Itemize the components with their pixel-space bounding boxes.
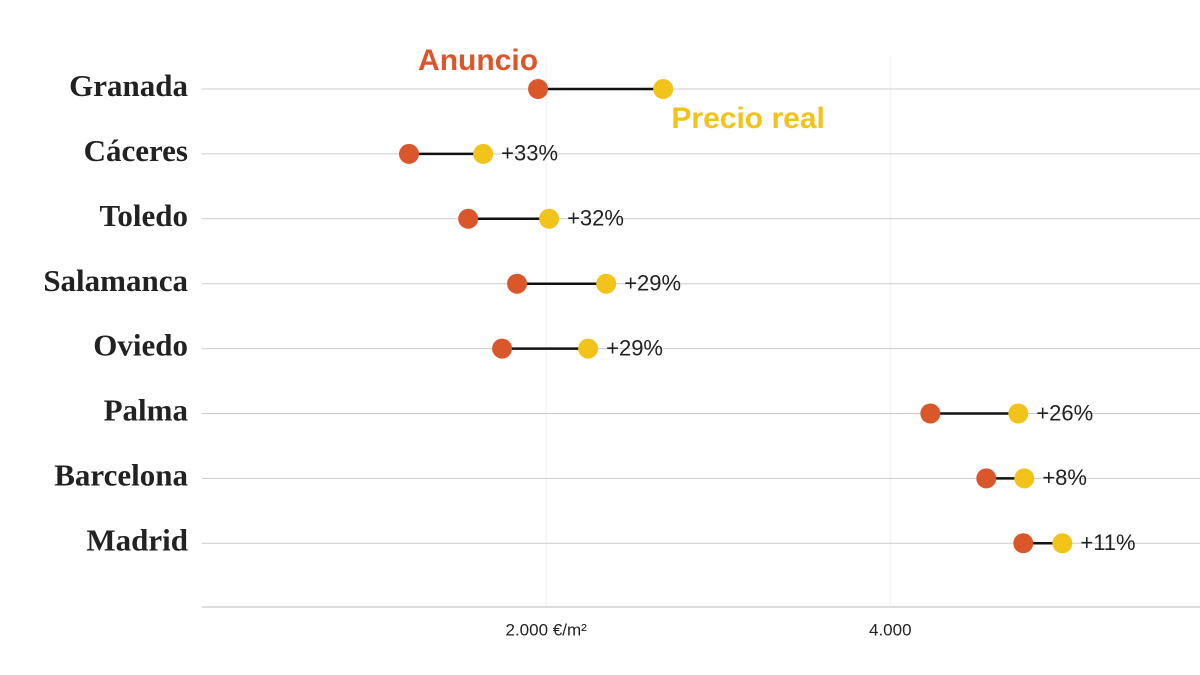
dot xyxy=(596,273,617,294)
category-label: Cáceres xyxy=(84,133,188,168)
change-label: +33% xyxy=(501,141,558,166)
change-label: +8% xyxy=(1042,465,1087,490)
change-label: +26% xyxy=(1036,400,1093,425)
dot xyxy=(473,143,494,164)
dot xyxy=(1008,403,1029,424)
change-label: +11% xyxy=(1080,530,1135,555)
dot xyxy=(539,208,560,229)
change-label: +32% xyxy=(567,206,624,231)
dot xyxy=(492,338,513,359)
x-tick-label: 4.000 xyxy=(869,620,912,639)
category-label: Barcelona xyxy=(54,458,188,493)
category-label: Palma xyxy=(104,393,189,428)
dot xyxy=(653,79,674,99)
category-label: Oviedo xyxy=(93,328,188,363)
dot xyxy=(528,79,549,99)
category-label: Salamanca xyxy=(43,263,188,298)
dot xyxy=(920,403,941,424)
legend-label: Anuncio xyxy=(418,44,538,77)
dot xyxy=(1013,533,1034,554)
x-tick-label: 2.000 €/m² xyxy=(506,620,588,639)
change-label: +29% xyxy=(606,335,663,360)
change-label: +29% xyxy=(624,271,681,296)
category-label: Madrid xyxy=(86,522,188,557)
category-label: Toledo xyxy=(100,198,188,233)
dot xyxy=(578,338,599,359)
legend-label: Precio real xyxy=(671,102,824,135)
dot xyxy=(976,468,997,489)
dot xyxy=(1052,533,1073,554)
dot xyxy=(398,143,419,164)
category-label: Granada xyxy=(69,68,188,103)
dot xyxy=(458,208,479,229)
dot xyxy=(1014,468,1035,489)
dot xyxy=(507,273,528,294)
